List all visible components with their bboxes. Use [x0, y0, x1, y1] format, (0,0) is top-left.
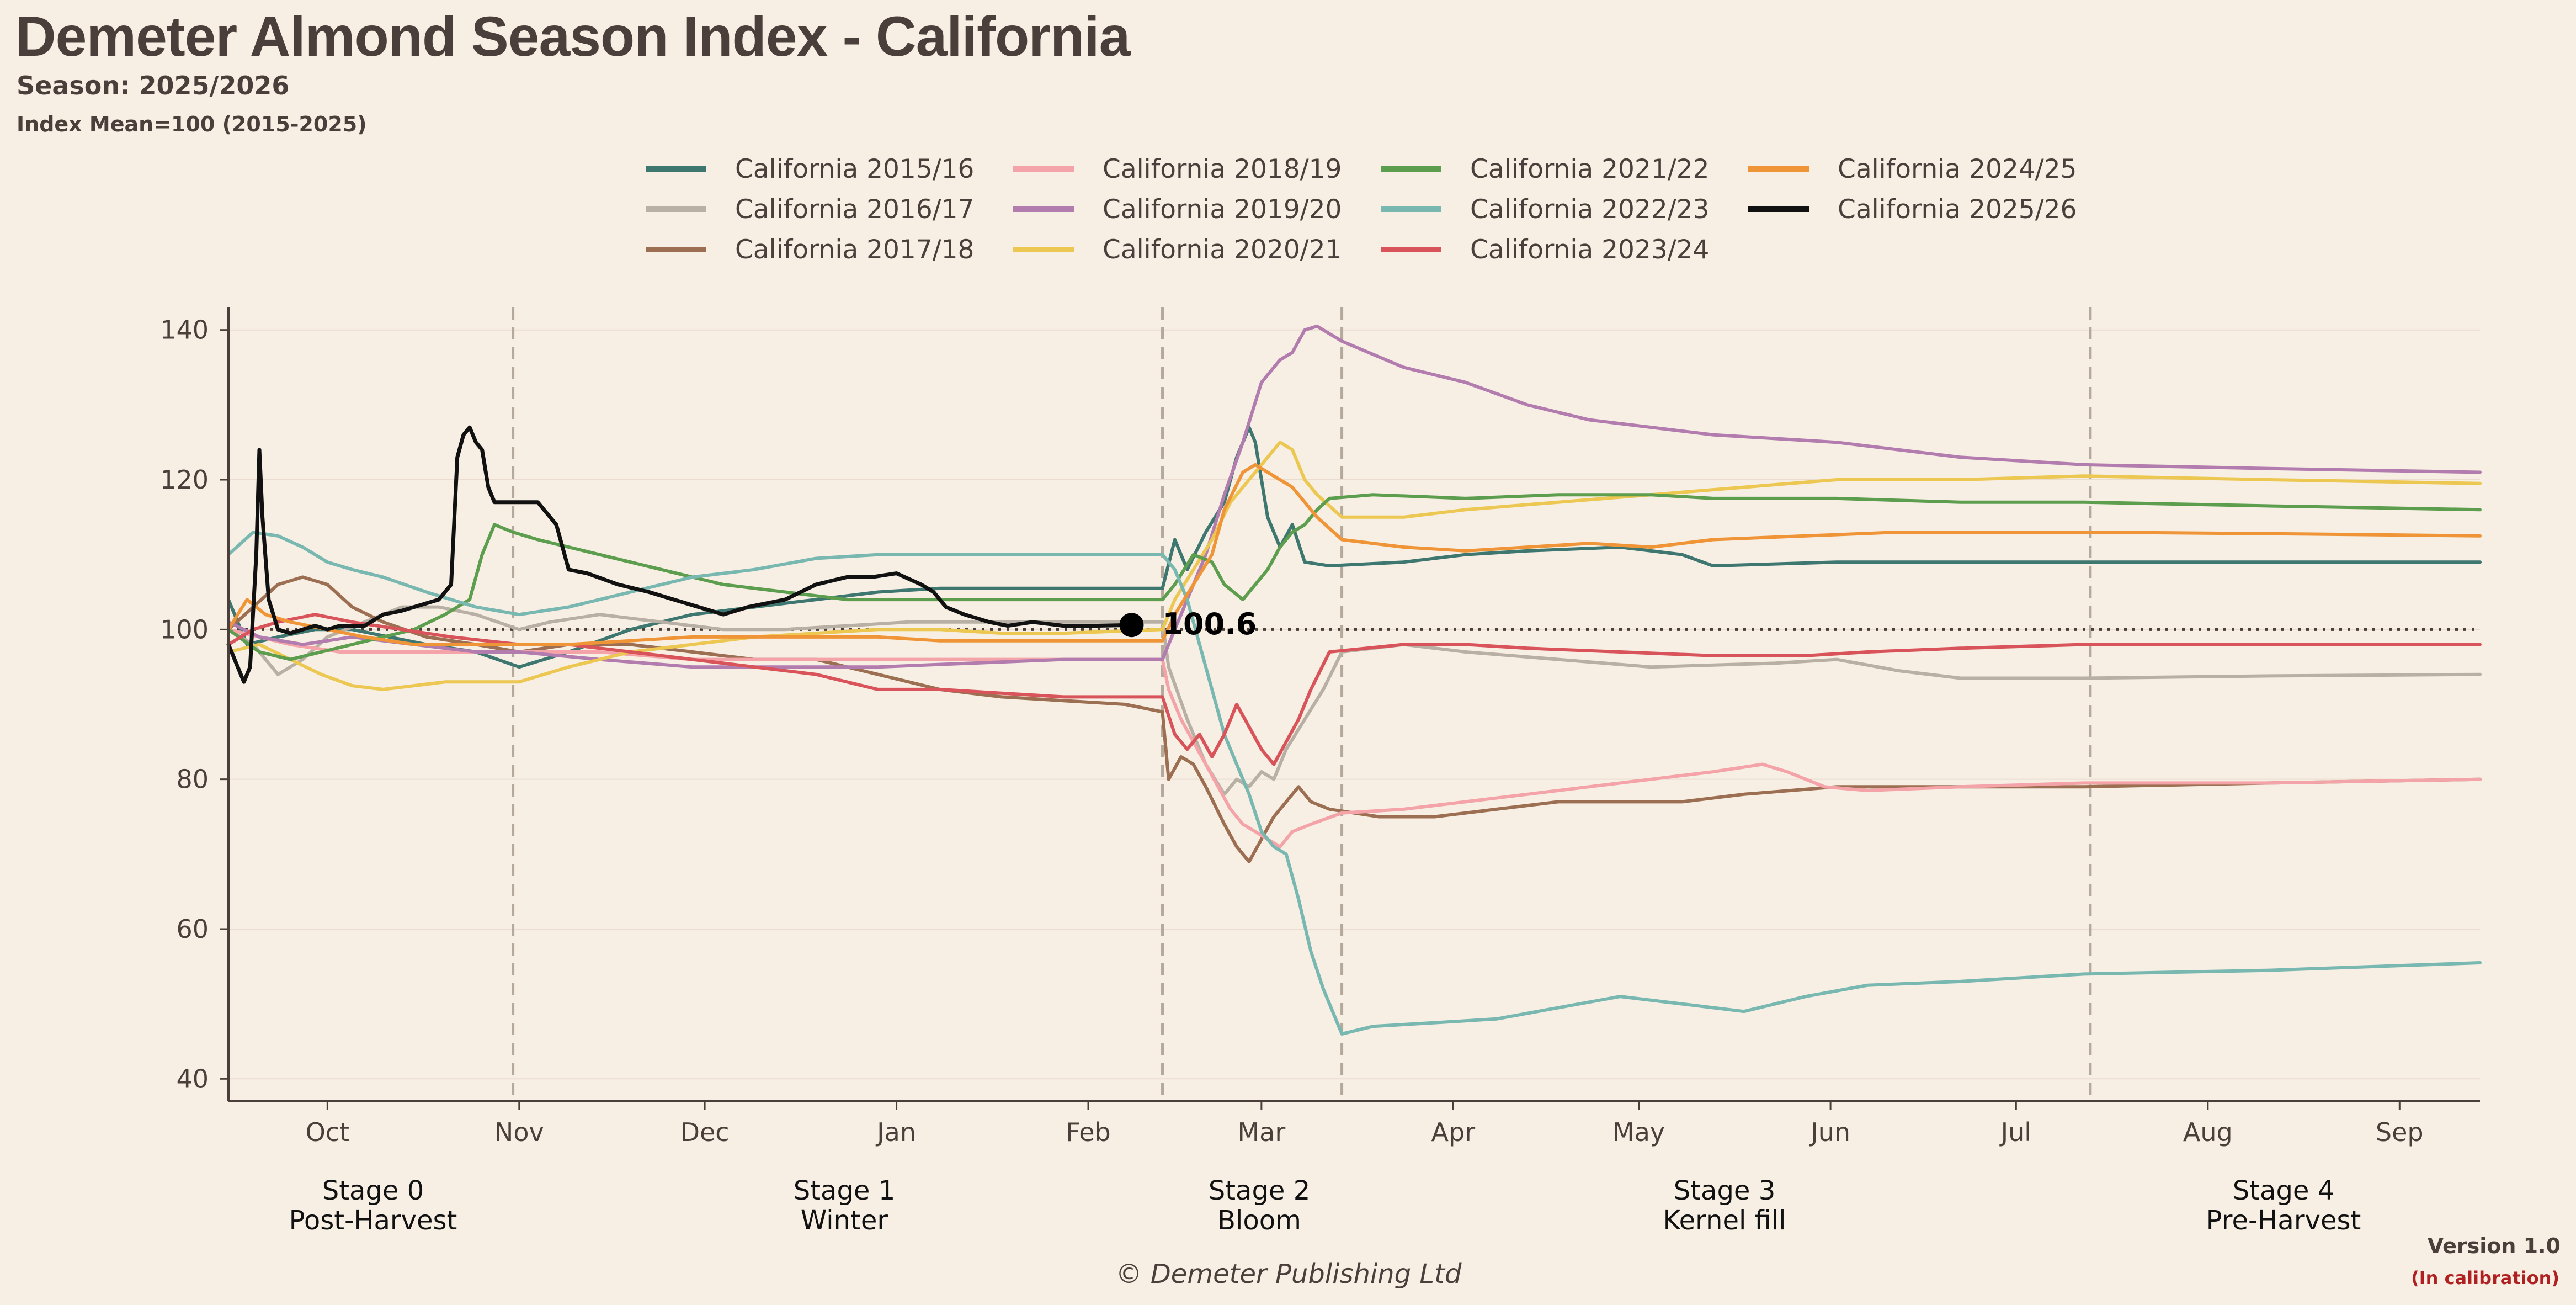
series-line-2020-21 [227, 441, 2482, 691]
legend-swatch [1381, 206, 1441, 212]
x-tick-label-aug: Aug [2183, 1117, 2233, 1147]
legend-item: California 2015/16 [646, 149, 974, 189]
legend-swatch [1748, 166, 1809, 172]
legend-swatch [1013, 166, 1074, 172]
legend-swatch [646, 206, 706, 212]
series-line-2023-24 [227, 613, 2482, 766]
legend-swatch [1013, 206, 1074, 212]
x-tick-label-jun: Jun [1809, 1117, 1850, 1147]
series-line-2025-26 [226, 425, 1133, 684]
legend-swatch [646, 166, 706, 172]
stage-4-label: Stage 4 Pre-Harvest [2206, 1175, 2361, 1236]
legend-label: California 2015/16 [735, 153, 975, 184]
legend-swatch [646, 247, 706, 252]
legend-item: California 2024/25 [1748, 149, 2077, 189]
x-tick-label-oct: Oct [306, 1117, 350, 1147]
copyright-text: © Demeter Publishing Ltd [1115, 1259, 1462, 1290]
legend-item: California 2020/21 [1013, 230, 1342, 269]
legend-swatch [1381, 166, 1441, 172]
legend-item: California 2019/20 [1013, 189, 1342, 229]
legend-swatch [1381, 247, 1441, 252]
legend-swatch [1748, 206, 1809, 212]
legend-item: California 2025/26 [1748, 189, 2077, 229]
index-note: Index Mean=100 (2015-2025) [17, 112, 367, 136]
stage-3-label: Stage 3 Kernel fill [1663, 1175, 1786, 1236]
x-tick-label-apr: Apr [1431, 1117, 1476, 1147]
legend-label: California 2017/18 [735, 234, 975, 265]
legend-label: California 2022/23 [1470, 194, 1710, 225]
current-value-label: 100.6 [1162, 607, 1257, 641]
x-tick-label-nov: Nov [494, 1117, 544, 1147]
legend-label: California 2020/21 [1103, 234, 1342, 265]
y-tick-label-120: 120 [160, 465, 209, 495]
version-label: Version 1.0 [2427, 1234, 2561, 1258]
stage-0-label: Stage 0 Post-Harvest [289, 1175, 457, 1236]
legend-label: California 2016/17 [735, 194, 975, 225]
stage-1-label: Stage 1 Winter [793, 1175, 896, 1236]
legend-item: California 2016/17 [646, 189, 974, 229]
legend-item: California 2023/24 [1381, 230, 1709, 269]
y-tick-label-60: 60 [176, 914, 209, 944]
series-line-2022-23 [227, 531, 2482, 1036]
x-tick-label-sep: Sep [2376, 1117, 2424, 1147]
y-tick-label-100: 100 [160, 614, 209, 644]
legend-label: California 2018/19 [1103, 153, 1342, 184]
y-tick-label-40: 40 [176, 1064, 209, 1094]
legend-label: California 2024/25 [1838, 153, 2077, 184]
x-tick-label-feb: Feb [1066, 1117, 1110, 1147]
series-line-2016-17 [227, 605, 2482, 796]
legend-item: California 2022/23 [1381, 189, 1709, 229]
legend-swatch [1013, 247, 1074, 252]
series-line-2017-18 [227, 575, 2482, 863]
x-tick-label-jan: Jan [875, 1117, 916, 1147]
x-tick-label-dec: Dec [680, 1117, 730, 1147]
legend-label: California 2021/22 [1470, 153, 1710, 184]
legend-label: California 2025/26 [1838, 194, 2077, 225]
legend-item: California 2021/22 [1381, 149, 1709, 189]
x-tick-label-may: May [1612, 1117, 1665, 1147]
series-line-2024-25 [227, 463, 2482, 646]
series-line-2019-20 [227, 324, 2482, 669]
x-tick-label-mar: Mar [1237, 1117, 1285, 1147]
series-line-2021-22 [227, 493, 2482, 661]
y-tick-label-80: 80 [176, 765, 209, 794]
legend-item: California 2018/19 [1013, 149, 1342, 189]
legend-label: California 2019/20 [1103, 194, 1342, 225]
y-tick-label-140: 140 [160, 315, 209, 345]
series-line-2018-19 [227, 628, 2482, 848]
calibration-badge: (In calibration) [2411, 1267, 2559, 1288]
legend-item: California 2017/18 [646, 230, 974, 269]
chart-legend: California 2015/16 California 2016/17 Cali… [646, 149, 2136, 270]
stage-2-label: Stage 2 Bloom [1208, 1175, 1311, 1236]
legend-label: California 2023/24 [1470, 234, 1710, 265]
x-tick-label-jul: Jul [1999, 1117, 2032, 1147]
season-subtitle: Season: 2025/2026 [17, 71, 290, 100]
page-title: Demeter Almond Season Index - California [15, 5, 1130, 68]
current-value-marker [1119, 613, 1144, 638]
